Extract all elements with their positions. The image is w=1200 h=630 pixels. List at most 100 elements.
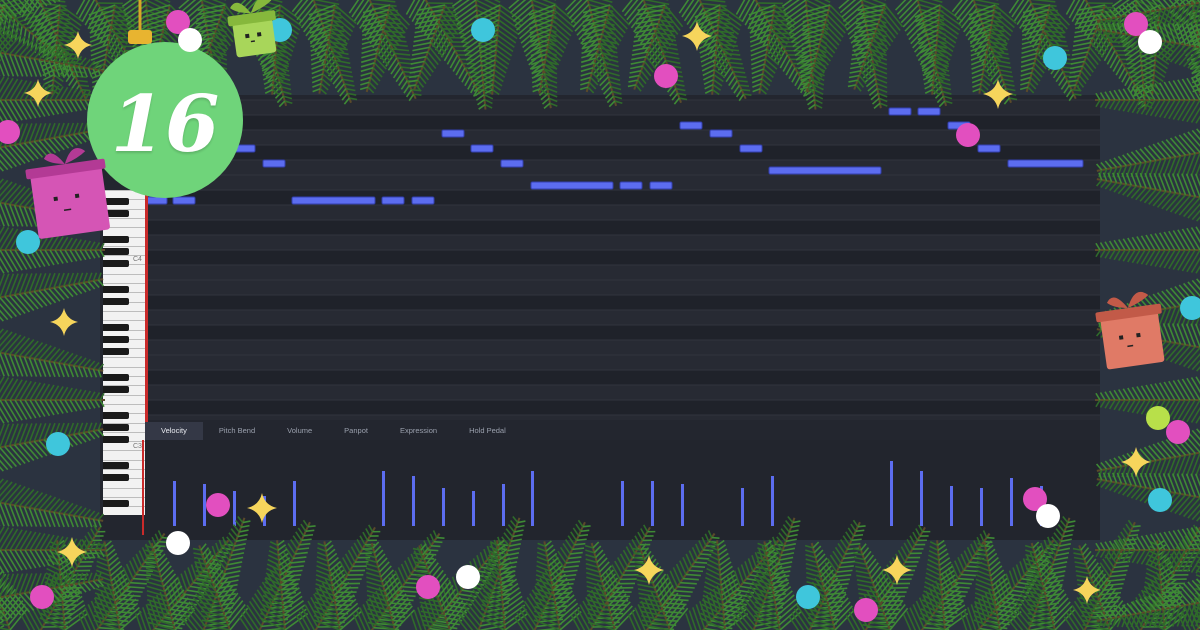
pine-branch — [1095, 172, 1200, 222]
pine-branch — [39, 539, 89, 630]
black-key[interactable] — [103, 336, 129, 343]
midi-note[interactable] — [381, 196, 405, 205]
black-key[interactable] — [103, 298, 129, 305]
midi-note[interactable] — [977, 144, 1001, 153]
black-key[interactable] — [103, 286, 129, 293]
pine-branch — [1134, 4, 1184, 96]
bauble — [0, 120, 20, 144]
pine-branch — [259, 539, 309, 630]
tab-volume[interactable]: Volume — [287, 426, 313, 435]
midi-note[interactable] — [530, 181, 614, 190]
pine-branch — [919, 539, 969, 630]
black-key[interactable] — [103, 474, 129, 481]
midi-note[interactable] — [441, 129, 465, 138]
tab-velocity[interactable]: Velocity — [145, 422, 203, 440]
black-key[interactable] — [103, 324, 129, 331]
velocity-bar — [531, 471, 534, 526]
grid-row — [145, 295, 1100, 310]
bauble — [30, 585, 54, 609]
octave-label: C4 — [133, 256, 142, 263]
velocity-bar — [950, 486, 953, 526]
grid-row — [145, 205, 1100, 220]
white-key-separator — [103, 459, 145, 461]
white-key-separator — [103, 431, 145, 433]
midi-note[interactable] — [768, 166, 882, 175]
black-key[interactable] — [103, 462, 129, 469]
velocity-bar — [681, 484, 684, 526]
midi-note[interactable] — [619, 181, 643, 190]
midi-note[interactable] — [709, 129, 733, 138]
ornament-cap — [128, 30, 152, 44]
midi-note[interactable] — [172, 196, 196, 205]
midi-note[interactable] — [470, 144, 494, 153]
pine-branch — [1177, 532, 1200, 630]
midi-note[interactable] — [888, 107, 912, 116]
pine-branch — [1095, 526, 1200, 574]
grid-row — [145, 385, 1100, 400]
pine-branch — [1095, 278, 1200, 328]
star-sparkle-icon — [1121, 447, 1151, 477]
black-key[interactable] — [103, 198, 129, 205]
midi-note[interactable] — [917, 107, 941, 116]
midi-note[interactable] — [649, 181, 673, 190]
bauble — [416, 575, 440, 599]
midi-note[interactable] — [947, 121, 971, 130]
black-key[interactable] — [103, 248, 129, 255]
star-sparkle-icon — [682, 21, 712, 51]
velocity-lane[interactable] — [145, 440, 1100, 540]
pine-branch — [627, 4, 684, 92]
white-key-separator — [103, 487, 145, 489]
velocity-bar — [741, 488, 744, 526]
velocity-bar — [771, 476, 774, 526]
midi-note[interactable] — [679, 121, 703, 130]
black-key[interactable] — [103, 348, 129, 355]
pine-branch — [192, 543, 249, 630]
velocity-bar — [203, 484, 206, 526]
midi-note[interactable] — [1007, 159, 1084, 168]
pine-branch — [0, 478, 105, 528]
pine-branch — [0, 422, 105, 472]
tab-expression[interactable]: Expression — [399, 426, 438, 435]
pine-branch — [1008, 0, 1082, 102]
velocity-bar — [442, 488, 445, 526]
pine-branch — [1095, 128, 1200, 178]
grid-row — [145, 220, 1100, 235]
midi-note[interactable] — [144, 196, 168, 205]
black-key[interactable] — [103, 424, 129, 431]
pine-branch — [914, 4, 964, 96]
tab-pitch-bend[interactable]: Pitch Bend — [218, 426, 256, 435]
black-key[interactable] — [103, 374, 129, 381]
white-key-separator — [103, 273, 145, 275]
tab-hold-pedal[interactable]: Hold Pedal — [469, 426, 506, 435]
black-key[interactable] — [103, 260, 129, 267]
pine-branch — [968, 4, 1017, 95]
pine-branch — [0, 226, 105, 274]
black-key[interactable] — [103, 500, 129, 507]
pine-branch — [1095, 22, 1200, 72]
black-key[interactable] — [103, 436, 129, 443]
pine-branch — [699, 539, 749, 630]
bauble — [1138, 30, 1162, 54]
pine-branch — [0, 4, 24, 90]
midi-note[interactable] — [291, 196, 376, 205]
bauble — [1180, 296, 1200, 320]
black-key[interactable] — [103, 210, 129, 217]
midi-note[interactable] — [739, 144, 763, 153]
pine-branch — [1095, 578, 1200, 628]
midi-note[interactable] — [500, 159, 524, 168]
bauble — [268, 18, 292, 42]
velocity-bar — [890, 461, 893, 526]
gift-box-icon — [227, 0, 277, 58]
black-key[interactable] — [103, 386, 129, 393]
midi-note[interactable] — [411, 196, 435, 205]
tab-panpot[interactable]: Panpot — [344, 426, 368, 435]
midi-note[interactable] — [262, 159, 286, 168]
black-key[interactable] — [103, 236, 129, 243]
pine-branch — [1139, 539, 1189, 630]
black-key[interactable] — [103, 412, 129, 419]
playhead[interactable] — [142, 440, 144, 535]
grid-row — [145, 265, 1100, 280]
note-grid[interactable] — [100, 95, 1100, 420]
pine-branch — [135, 536, 234, 630]
grid-row — [145, 100, 1100, 115]
